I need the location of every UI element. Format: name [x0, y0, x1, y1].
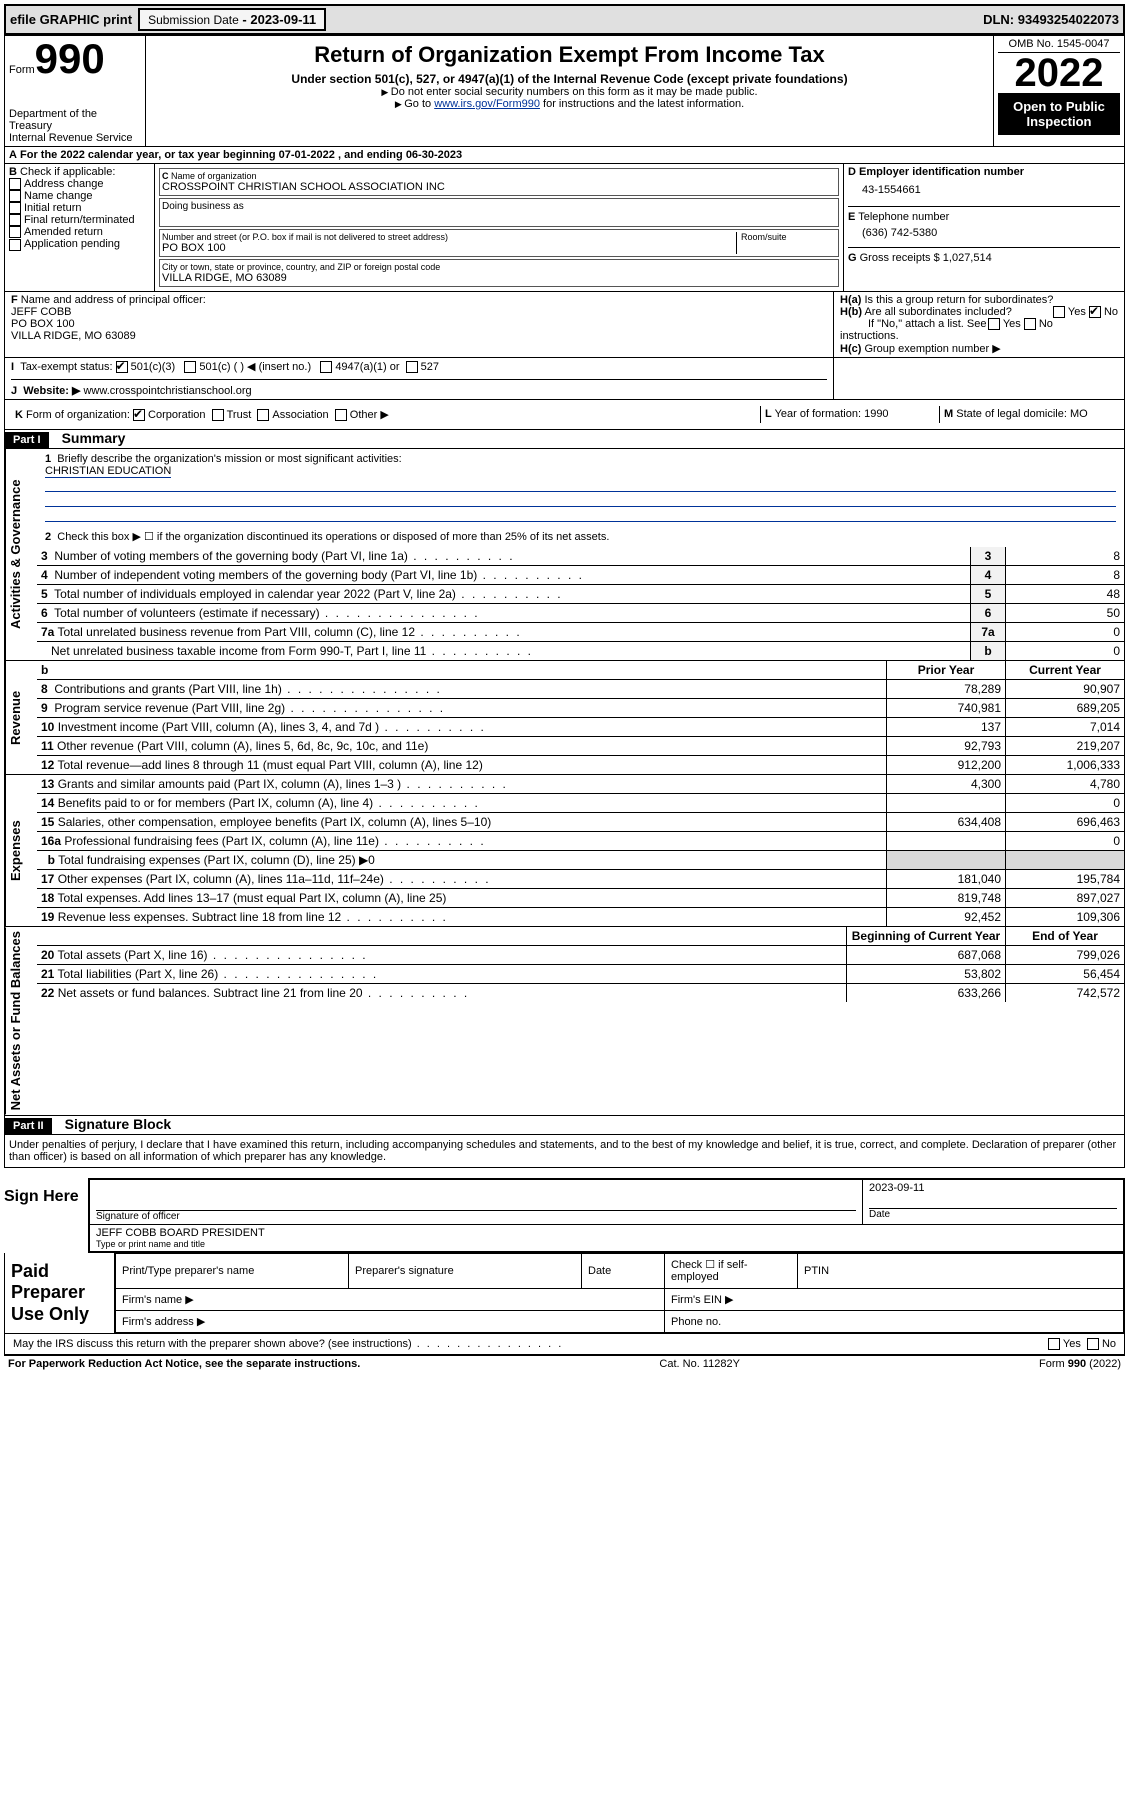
ha-yes[interactable] [1053, 306, 1065, 318]
discuss-yes[interactable] [1048, 1338, 1060, 1350]
cb-assoc[interactable] [257, 409, 269, 421]
section-klm: K Form of organization: Corporation Trus… [4, 400, 1125, 430]
cb-trust[interactable] [212, 409, 224, 421]
header-title-cell: Return of Organization Exempt From Incom… [145, 36, 994, 146]
form990-link[interactable]: www.irs.gov/Form990 [434, 98, 540, 110]
form-id-cell: Form990 Department of the Treasury Inter… [5, 36, 145, 146]
cb-501c[interactable] [184, 361, 196, 373]
dept-label: Department of the Treasury [9, 108, 141, 132]
box-b: B Check if applicable: Address change Na… [5, 164, 155, 291]
footer-right: Form 990 (2022) [1039, 1358, 1121, 1370]
checkbox-initial[interactable] [9, 202, 21, 214]
org-name: CROSSPOINT CHRISTIAN SCHOOL ASSOCIATION … [162, 181, 836, 193]
part2-header: Part II Signature Block [4, 1116, 1125, 1135]
checkbox-pending[interactable] [9, 239, 21, 251]
hb-yes[interactable] [988, 318, 1000, 330]
box-c: C Name of organization CROSSPOINT CHRIST… [155, 164, 844, 291]
side-revenue: Revenue [5, 661, 37, 774]
checkbox-final[interactable] [9, 214, 21, 226]
state-domicile: MO [1070, 408, 1088, 420]
officer-name: JEFF COBB [11, 306, 72, 318]
section-ij: I Tax-exempt status: 501(c)(3) 501(c) ( … [4, 358, 1125, 400]
cb-corp[interactable] [133, 409, 145, 421]
part1-net: Net Assets or Fund Balances Beginning of… [4, 927, 1125, 1115]
cb-other[interactable] [335, 409, 347, 421]
submission-date-btn: Submission Date - 2023-09-11 [138, 8, 326, 31]
header-sub3: Go to www.irs.gov/Form990 for instructio… [150, 98, 989, 110]
website: www.crosspointchristianschool.org [83, 385, 251, 397]
header-sub2: Do not enter social security numbers on … [150, 86, 989, 98]
checkbox-name[interactable] [9, 190, 21, 202]
header-right-cell: OMB No. 1545-0047 2022 Open to Public In… [994, 36, 1124, 146]
cb-501c3[interactable] [116, 361, 128, 373]
discuss-row: May the IRS discuss this return with the… [4, 1334, 1125, 1355]
box-f: F Name and address of principal officer:… [5, 292, 834, 357]
lines-ag: 3 Number of voting members of the govern… [37, 547, 1124, 660]
footer-cat: Cat. No. 11282Y [659, 1358, 740, 1370]
lines-exp: 13 Grants and similar amounts paid (Part… [37, 775, 1124, 926]
side-expenses: Expenses [5, 775, 37, 926]
box-deg: D Employer identification number 43-1554… [844, 164, 1124, 291]
form-title: Return of Organization Exempt From Incom… [150, 42, 989, 68]
efile-label: efile GRAPHIC print [10, 12, 132, 27]
discuss-no[interactable] [1087, 1338, 1099, 1350]
period-row: A For the 2022 calendar year, or tax yea… [4, 147, 1125, 164]
side-netassets: Net Assets or Fund Balances [5, 927, 37, 1114]
top-bar: efile GRAPHIC print Submission Date - 20… [4, 4, 1125, 35]
section-fh: F Name and address of principal officer:… [4, 292, 1125, 358]
side-governance: Activities & Governance [5, 449, 37, 660]
perjury-statement: Under penalties of perjury, I declare th… [4, 1135, 1125, 1168]
tax-year: 2022 [998, 53, 1120, 93]
officer-printed: JEFF COBB BOARD PRESIDENT [96, 1227, 1117, 1239]
checkbox-address[interactable] [9, 178, 21, 190]
lines-net: Beginning of Current YearEnd of Year 20 … [37, 927, 1124, 1002]
ein: 43-1554661 [848, 178, 1120, 206]
part1-header: Part I Summary [4, 430, 1125, 449]
sign-here-block: Sign Here Signature of officer 2023-09-1… [4, 1178, 1125, 1253]
irs-label: Internal Revenue Service [9, 132, 141, 144]
cb-527[interactable] [406, 361, 418, 373]
paid-preparer-label: Paid Preparer Use Only [5, 1253, 115, 1334]
year-form: 1990 [864, 408, 888, 420]
part1-rev: Revenue bPrior YearCurrent Year 8 Contri… [4, 661, 1125, 775]
part1-ag: Activities & Governance 1 Briefly descri… [4, 449, 1125, 661]
phone: (636) 742-5380 [848, 223, 1120, 247]
paid-preparer-block: Paid Preparer Use Only Print/Type prepar… [4, 1253, 1125, 1335]
ha-no[interactable] [1089, 306, 1101, 318]
org-street: PO BOX 100 [162, 242, 736, 254]
sig-date: 2023-09-11 [869, 1182, 1117, 1194]
open-public-badge: Open to Public Inspection [998, 93, 1120, 135]
cb-4947[interactable] [320, 361, 332, 373]
mission: CHRISTIAN EDUCATION [45, 465, 171, 478]
lines-rev: bPrior YearCurrent Year 8 Contributions … [37, 661, 1124, 774]
form-header: Form990 Department of the Treasury Inter… [4, 35, 1125, 147]
sign-here-label: Sign Here [4, 1178, 84, 1253]
gross-receipts: 1,027,514 [943, 252, 992, 264]
header-sub1: Under section 501(c), 527, or 4947(a)(1)… [150, 72, 989, 86]
part1-exp: Expenses 13 Grants and similar amounts p… [4, 775, 1125, 927]
org-city: VILLA RIDGE, MO 63089 [162, 272, 836, 284]
footer-left: For Paperwork Reduction Act Notice, see … [8, 1358, 360, 1370]
dln: DLN: 93493254022073 [983, 12, 1119, 27]
section-bcd: B Check if applicable: Address change Na… [4, 164, 1125, 292]
hb-no[interactable] [1024, 318, 1036, 330]
box-h: H(a) Is this a group return for subordin… [834, 292, 1124, 357]
footer: For Paperwork Reduction Act Notice, see … [4, 1355, 1125, 1372]
checkbox-amended[interactable] [9, 226, 21, 238]
